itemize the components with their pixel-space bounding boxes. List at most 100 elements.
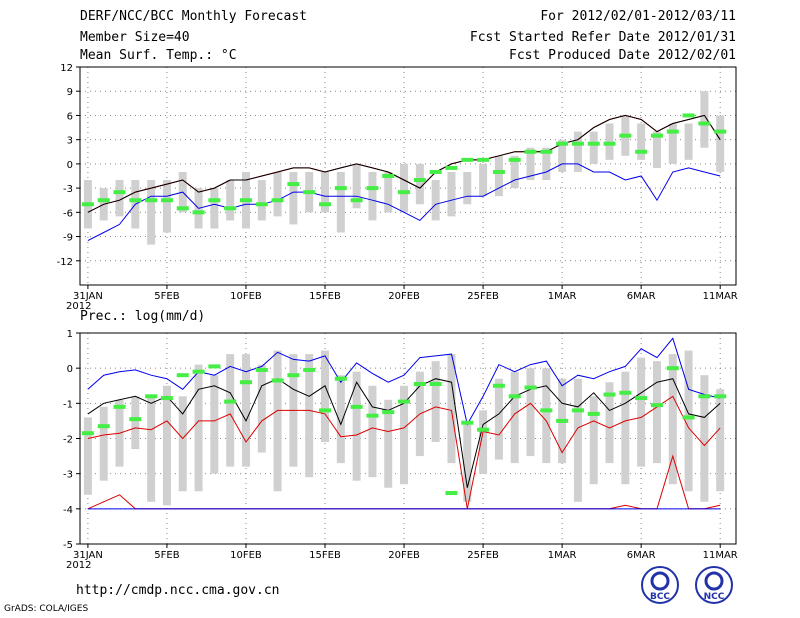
ensemble-box [83, 417, 92, 495]
median-mark [477, 427, 490, 432]
ensemble-box [241, 354, 250, 467]
ensemble-box [257, 364, 266, 453]
ensemble-box [558, 139, 567, 172]
median-mark [635, 149, 648, 154]
ensemble-box [700, 91, 709, 148]
median-mark [287, 373, 300, 378]
series-line-max [87, 163, 721, 242]
ensemble-box [352, 371, 361, 481]
ensemble-box [431, 180, 440, 221]
median-mark [445, 491, 458, 496]
median-mark [540, 408, 553, 413]
ensemble-box [573, 378, 582, 502]
ensemble-box [605, 123, 614, 160]
x-tick-label: 25FEB [467, 291, 499, 302]
ensemble-box [289, 171, 298, 225]
grads-credit: GrADS: COLA/IGES [4, 604, 89, 614]
median-mark [619, 133, 632, 138]
x-tick-label: 6MAR [627, 291, 656, 302]
ensemble-box [494, 378, 503, 460]
median-mark [319, 202, 332, 207]
median-mark [113, 404, 126, 409]
ensemble-box [526, 147, 535, 181]
ensemble-box [368, 171, 377, 221]
x-tick-label: 1MAR [548, 550, 577, 561]
y-tick-label: 9 [67, 87, 73, 98]
y-tick-label: -12 [57, 257, 73, 268]
y-tick-label: 1 [67, 329, 73, 340]
ensemble-box [637, 357, 646, 467]
median-mark [303, 190, 316, 195]
ensemble-box [684, 123, 693, 160]
median-mark [556, 418, 569, 423]
source-url[interactable]: http://cmdp.ncc.cma.gov.cn [76, 583, 280, 598]
median-mark [81, 202, 94, 207]
ensemble-box [652, 361, 661, 464]
median-mark [429, 169, 442, 174]
ensemble-box [479, 410, 488, 474]
median-mark [556, 141, 569, 146]
median-mark [666, 366, 679, 371]
median-mark [524, 385, 537, 390]
median-mark [208, 198, 221, 203]
ensemble-box [668, 354, 677, 485]
median-mark [698, 121, 711, 126]
bcc-logo-symbol [650, 571, 670, 591]
median-mark [192, 369, 205, 374]
panel-2: -5 -4 -3 -2 -1 0 1 31JAN 5FEB 10FEB 15FEB 20FEB 25FE… [63, 329, 738, 571]
ncc-logo-symbol [704, 571, 724, 591]
ensemble-box [131, 396, 140, 450]
series-line-mean [87, 114, 721, 213]
median-mark [145, 198, 158, 203]
median-mark [382, 410, 395, 415]
median-mark [319, 408, 332, 413]
plot-frame [79, 66, 737, 286]
ensemble-box [400, 163, 409, 213]
y-tick-label: -1 [63, 399, 73, 410]
ensemble-box [605, 382, 614, 464]
ensemble-box [115, 180, 124, 217]
ensemble-box [447, 354, 456, 464]
median-mark [224, 399, 237, 404]
ensemble-box [321, 350, 330, 443]
ensemble-box [162, 180, 171, 233]
ensemble-box [542, 368, 551, 464]
median-mark [413, 381, 426, 386]
ensemble-box [226, 354, 235, 467]
produced-date: Fcst Produced Date 2012/02/01 [509, 48, 736, 63]
started-date: Fcst Started Refer Date 2012/01/31 [469, 30, 736, 45]
ensemble-box [447, 171, 456, 217]
median-mark [666, 129, 679, 134]
member-size: Member Size=40 [80, 30, 190, 45]
median-mark [603, 392, 616, 397]
x-tick-label: 15FEB [309, 291, 341, 302]
ensemble-box [305, 354, 314, 478]
ensemble-box [684, 350, 693, 492]
x-year-label: 2012 [66, 301, 91, 312]
median-mark [682, 113, 695, 118]
median-mark [255, 202, 268, 207]
x-tick-label: 20FEB [388, 550, 420, 561]
y-tick-label: -2 [63, 435, 73, 446]
ensemble-box [147, 180, 156, 245]
median-mark [366, 186, 379, 191]
median-mark [303, 367, 316, 372]
median-mark [97, 198, 110, 203]
median-mark [176, 206, 189, 211]
x-tick-label: 10FEB [230, 291, 262, 302]
ensemble-box [336, 375, 345, 464]
ensemble-box [463, 420, 472, 502]
median-mark [587, 141, 600, 146]
chart-title: DERF/NCC/BCC Monthly Forecast [80, 9, 307, 24]
ensemble-box [321, 171, 330, 213]
x-tick-label: 5FEB [154, 291, 179, 302]
ensemble-box [542, 147, 551, 181]
ensemble-box [400, 385, 409, 485]
median-mark [271, 198, 284, 203]
x-tick-label: 10FEB [230, 550, 262, 561]
median-mark [255, 367, 268, 372]
median-mark [271, 378, 284, 383]
ensemble-box [273, 171, 282, 217]
median-mark [714, 394, 727, 399]
